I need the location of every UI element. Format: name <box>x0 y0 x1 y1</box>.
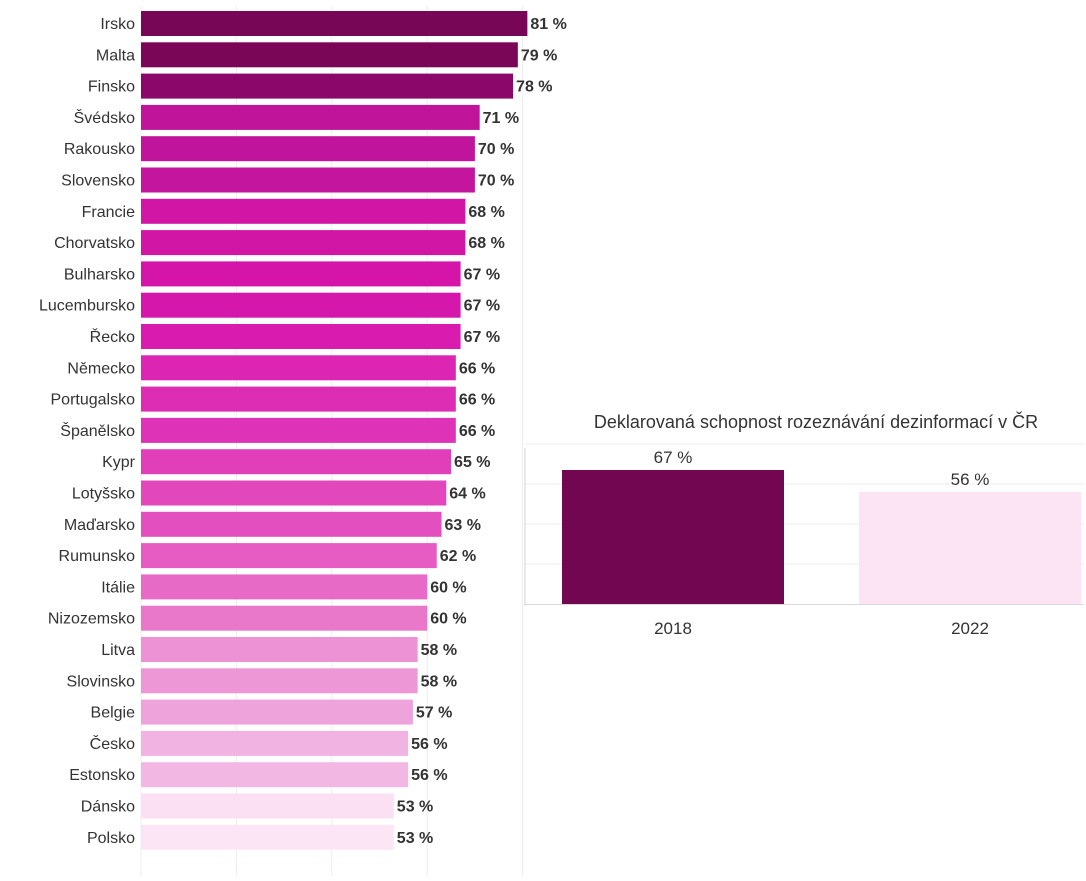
category-label: Maďarsko <box>64 517 135 534</box>
value-label: 66 % <box>459 423 495 440</box>
category-label: Belgie <box>91 705 136 722</box>
category-label: Lucembursko <box>39 298 135 315</box>
value-label: 56 % <box>951 470 990 489</box>
value-label: 79 % <box>521 47 557 64</box>
category-label: 2018 <box>654 619 692 638</box>
value-label: 58 % <box>421 642 457 659</box>
value-label: 66 % <box>459 392 495 409</box>
bar <box>141 449 452 475</box>
bar <box>141 699 413 725</box>
value-label: 78 % <box>516 79 552 96</box>
category-label: Česko <box>90 734 135 753</box>
bar <box>141 605 428 631</box>
category-label: Irsko <box>100 16 135 33</box>
category-label: Francie <box>82 204 135 221</box>
category-label: Kypr <box>102 454 136 471</box>
value-label: 56 % <box>411 736 447 753</box>
bar <box>141 198 466 224</box>
bar <box>141 417 456 443</box>
category-label: Dánsko <box>81 799 135 816</box>
value-label: 70 % <box>478 141 514 158</box>
eu-countries-bar-chart: Irsko 81 % Malta 79 % Finsko 78 % Švédsko 71 % R… <box>39 6 567 876</box>
category-label: Estonsko <box>69 767 135 784</box>
bar <box>141 73 514 99</box>
value-label: 58 % <box>421 673 457 690</box>
category-label: Malta <box>96 47 135 64</box>
category-label: Lotyšsko <box>72 486 135 503</box>
category-label: Rakousko <box>64 141 135 158</box>
category-label: Španělsko <box>60 421 135 440</box>
value-label: 65 % <box>454 454 490 471</box>
bar <box>141 511 442 537</box>
bar <box>141 42 518 68</box>
value-label: 53 % <box>397 830 433 847</box>
category-label: Bulharsko <box>64 266 135 283</box>
bar <box>141 104 480 130</box>
value-label: 56 % <box>411 767 447 784</box>
category-label: Finsko <box>88 79 135 96</box>
value-label: 60 % <box>430 611 466 628</box>
bar <box>141 762 409 788</box>
category-label: Itálie <box>101 579 135 596</box>
category-label: Polsko <box>87 830 135 847</box>
bar <box>141 543 437 569</box>
category-label: Nizozemsko <box>48 611 135 628</box>
value-label: 60 % <box>430 579 466 596</box>
bar <box>141 730 409 756</box>
bar <box>141 793 394 819</box>
category-label: Slovinsko <box>67 673 136 690</box>
value-label: 81 % <box>530 16 566 33</box>
bar <box>859 492 1081 604</box>
value-label: 68 % <box>468 235 504 252</box>
value-label: 67 % <box>654 448 693 467</box>
bar <box>141 355 456 381</box>
bar <box>141 11 528 36</box>
value-label: 70 % <box>478 173 514 190</box>
value-label: 66 % <box>459 360 495 377</box>
value-label: 53 % <box>397 799 433 816</box>
value-label: 67 % <box>464 298 500 315</box>
category-label: Řecko <box>90 327 135 346</box>
category-label: Rumunsko <box>59 548 136 565</box>
category-label: Chorvatsko <box>54 235 135 252</box>
category-label: 2022 <box>951 619 989 638</box>
bar <box>141 136 475 162</box>
value-label: 68 % <box>468 204 504 221</box>
bar <box>141 637 418 662</box>
bar <box>141 324 461 349</box>
value-label: 57 % <box>416 705 452 722</box>
category-label: Portugalsko <box>51 392 136 409</box>
category-label: Německo <box>67 360 135 377</box>
value-label: 62 % <box>440 548 476 565</box>
value-label: 67 % <box>464 266 500 283</box>
bar <box>141 824 394 850</box>
value-label: 64 % <box>449 486 485 503</box>
category-label: Litva <box>101 642 135 659</box>
value-label: 67 % <box>464 329 500 346</box>
value-label: 71 % <box>483 110 519 127</box>
bar <box>141 292 461 318</box>
value-label: 63 % <box>445 517 481 534</box>
chart-title: Deklarovaná schopnost rozeznávání dezinf… <box>594 411 1038 432</box>
bar <box>141 230 466 256</box>
bar <box>141 386 456 412</box>
bar <box>141 574 428 600</box>
category-label: Švédsko <box>74 108 135 127</box>
bar <box>562 470 784 604</box>
category-label: Slovensko <box>61 173 135 190</box>
bar <box>141 668 418 694</box>
bar <box>141 261 461 287</box>
bar <box>141 480 447 506</box>
bar <box>141 167 475 193</box>
